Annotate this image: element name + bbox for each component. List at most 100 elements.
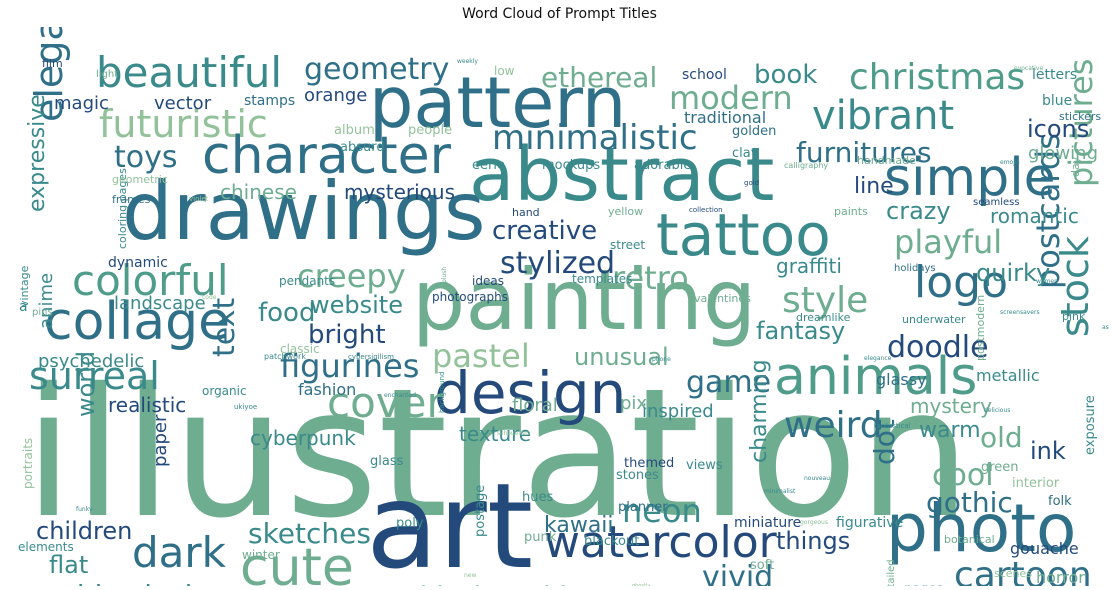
word-quirky: quirky [976, 259, 1050, 287]
word-people: people [408, 123, 452, 138]
word-dynamic: dynamic [108, 255, 168, 271]
word-ghostly: ghostly [632, 583, 650, 586]
word-neon: neon [622, 492, 702, 530]
word-creative: creative [492, 216, 597, 246]
word-detailed: detailed [886, 559, 897, 586]
word-ink: ink [1030, 437, 1066, 465]
word-figurative: figurative [836, 515, 903, 531]
word-inspired: inspired [642, 401, 714, 422]
word-enchanted: enchanted [384, 392, 416, 399]
word-mysterious: mysterious [344, 180, 455, 204]
word-landscape: landscape [114, 293, 206, 314]
word-hues: hues [522, 490, 553, 505]
word-gold: gold [744, 179, 759, 187]
word-emojis: emojis [1000, 159, 1020, 166]
word-album: album [334, 123, 375, 138]
word-pendants: pendants [279, 274, 335, 288]
word-poly: poly [396, 516, 424, 531]
word-glassy: glassy [876, 370, 927, 389]
word-violet: violet [189, 195, 209, 203]
word-valentines: valentines [694, 292, 751, 305]
word-pixel: pixel [620, 393, 663, 414]
word-pink: pink [1062, 310, 1086, 323]
word-evocative: evocative [1014, 65, 1043, 72]
word-postmodern: postmodern [974, 295, 987, 361]
word-cybersigilism: cybersigilism [348, 353, 394, 361]
word-underwater: underwater [902, 313, 966, 326]
word-green: green [981, 460, 1019, 475]
word-surreal: surreal [29, 354, 160, 398]
word-pins: pins [32, 307, 53, 318]
word-minimalistic: minimalistic [492, 118, 698, 158]
word-beautiful: beautiful [96, 48, 282, 97]
word-funky: funky [76, 506, 93, 513]
word-doodle: doodle [887, 330, 989, 365]
word-figurines: figurines [280, 347, 419, 385]
word-calligraphy: calligraphy [784, 161, 828, 170]
word-modern: modern [669, 79, 793, 117]
word-blue: blue [1042, 93, 1072, 109]
word-playful: playful [894, 223, 1002, 261]
word-dot: dot [868, 419, 901, 465]
word-black: black [420, 582, 489, 586]
word-character: character [202, 126, 452, 186]
word-interior: interior [1012, 476, 1060, 491]
word-whimsical: whimsical [54, 579, 192, 586]
word-traditional: traditional [684, 108, 766, 127]
word-toys: toys [114, 140, 178, 175]
word-vector: vector [154, 93, 212, 114]
word-portraits: portraits [21, 438, 35, 489]
word-weekly: weekly [457, 58, 478, 65]
word-cloud: illustrationartpaintingdrawingsabstractp… [14, 27, 1109, 586]
word-retro: retro [612, 259, 689, 297]
word-school: school [682, 67, 727, 83]
word-collage: collage [44, 292, 230, 352]
word-ascii: ascii [1102, 324, 1109, 331]
word-letters: letters [1032, 67, 1077, 83]
word-mockups: mockups [542, 158, 600, 173]
word-hand: hand [512, 206, 540, 219]
word-botanical: botanical [944, 533, 995, 546]
word-chinese: chinese [220, 180, 297, 204]
word-gouache: gouache [1010, 539, 1079, 558]
word-ukiyoe: ukiyoe [234, 403, 257, 411]
word-frames: frames [112, 193, 151, 206]
word-pictures: pictures [1062, 59, 1100, 187]
word-scenes: scenes [994, 567, 1032, 580]
word-flat: flat [49, 551, 88, 579]
word-vibrant: vibrant [812, 93, 954, 139]
word-style: style [782, 280, 868, 321]
word-abstract: abstract [469, 132, 774, 218]
word-postage: postage [473, 485, 488, 537]
word-fantastical: fantastical [874, 422, 911, 430]
word-folk: folk [1048, 494, 1072, 509]
word-orange: orange [304, 85, 367, 106]
word-golden: golden [732, 124, 776, 139]
word-photographs: photographs [432, 290, 508, 304]
word-futuristic: futuristic [99, 102, 268, 146]
word-unusual: unusual [574, 343, 669, 371]
word-screensavers: screensavers [1000, 309, 1040, 316]
word-women: women [1036, 278, 1058, 285]
word-gothic: gothic [926, 486, 1013, 519]
word-fashion: fashion [298, 380, 356, 399]
word-stickers: stickers [1059, 110, 1101, 123]
word-crazy: crazy [886, 197, 951, 225]
word-vivid: vivid [702, 560, 773, 586]
word-christmas: christmas [849, 57, 1025, 98]
word-illustration: illustration [24, 350, 971, 557]
word-ethereal: ethereal [541, 61, 657, 94]
word-graffiti: graffiti [776, 254, 842, 278]
word-white: white [522, 582, 593, 586]
word-line: line [854, 174, 894, 199]
word-collection: collection [689, 206, 723, 214]
word-dark: dark [132, 528, 227, 577]
word-pattern: pattern [369, 62, 626, 144]
word-classic: classic [280, 342, 320, 356]
word-creepy: creepy [297, 257, 406, 295]
word-cool: cool [932, 458, 994, 493]
word-film: film [42, 57, 63, 70]
chart-title: Word Cloud of Prompt Titles [462, 6, 657, 22]
word-handmade: handmade [857, 154, 916, 167]
word-coloring-pages: coloring pages [116, 168, 129, 249]
